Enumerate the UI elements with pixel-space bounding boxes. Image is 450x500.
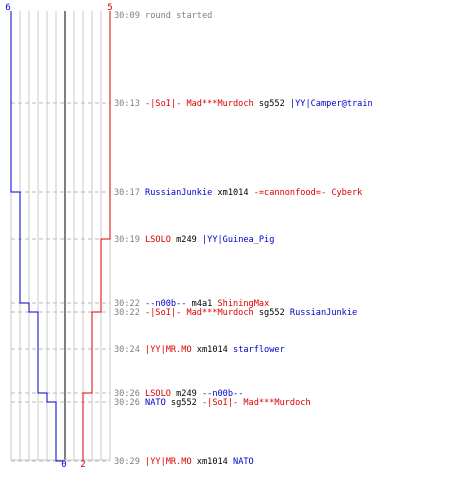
weapon-name: m4a1 bbox=[186, 299, 212, 309]
kill-feed-row: 30:22 --n00b-- m4a1 ShiningMax bbox=[114, 299, 269, 309]
red-count-start: 5 bbox=[107, 3, 112, 13]
weapon-name: xm1014 bbox=[192, 345, 228, 355]
killer-name: --n00b-- bbox=[140, 299, 187, 309]
blue-count-end: 0 bbox=[61, 460, 66, 470]
victim-name: ShiningMax bbox=[212, 299, 269, 309]
blue-count-start: 6 bbox=[5, 3, 10, 13]
event-time: 30:19 bbox=[114, 235, 140, 245]
victim-name: starflower bbox=[228, 345, 285, 355]
kill-feed-row: 30:19 LSOLO m249 |YY|Guinea_Pig bbox=[114, 235, 274, 245]
kill-feed-row: 30:09 round started bbox=[114, 11, 212, 21]
red-team-count-line bbox=[82, 11, 111, 461]
weapon-name: xm1014 bbox=[192, 457, 228, 467]
killer-name: LSOLO bbox=[140, 235, 171, 245]
event-time: 30:17 bbox=[114, 188, 140, 198]
kill-feed-row: 30:29 |YY|MR.MO xm1014 NATO bbox=[114, 457, 254, 467]
kill-feed-row: 30:26 NATO sg552 -|SoI|- Mad***Murdoch bbox=[114, 398, 311, 408]
kill-feed-row: 30:17 RussianJunkie xm1014 -=cannonfood=… bbox=[114, 188, 363, 198]
weapon-name: m249 bbox=[171, 389, 197, 399]
event-connectors bbox=[11, 102, 110, 462]
victim-name: -|SoI|- Mad***Murdoch bbox=[197, 398, 311, 408]
red-count-end: 2 bbox=[80, 460, 85, 470]
victim-name: NATO bbox=[228, 457, 254, 467]
kill-feed: 30:09 round started 30:13 -|SoI|- Mad***M… bbox=[114, 11, 373, 467]
kill-feed-row: 30:13 -|SoI|- Mad***Murdoch sg552 |YY|Ca… bbox=[114, 99, 373, 109]
team-count-lines bbox=[10, 11, 111, 462]
kill-feed-row: 30:26 LSOLO m249 --n00b-- bbox=[114, 389, 243, 399]
victim-name: -=cannonfood=- Cyberk bbox=[249, 188, 364, 198]
killer-name: |YY|MR.MO bbox=[140, 345, 192, 355]
event-time: 30:09 bbox=[114, 11, 140, 21]
victim-name: RussianJunkie bbox=[285, 308, 357, 318]
killer-name: |YY|MR.MO bbox=[140, 457, 192, 467]
weapon-name: m249 bbox=[171, 235, 197, 245]
victim-name: |YY|Camper@train bbox=[285, 99, 373, 109]
event-time: 30:24 bbox=[114, 345, 140, 355]
victim-name: --n00b-- bbox=[197, 389, 244, 399]
team-count-labels: 6 5 0 2 bbox=[5, 3, 112, 470]
victim-name: |YY|Guinea_Pig bbox=[197, 235, 275, 245]
blue-team-count-line bbox=[10, 11, 65, 462]
kill-feed-row: 30:22 -|SoI|- Mad***Murdoch sg552 Russia… bbox=[114, 308, 357, 318]
killer-name: -|SoI|- Mad***Murdoch bbox=[140, 99, 254, 109]
weapon-name: sg552 bbox=[166, 398, 197, 408]
event-time: 30:13 bbox=[114, 99, 140, 109]
killer-name: -|SoI|- Mad***Murdoch bbox=[140, 308, 254, 318]
kill-feed-row: 30:24 |YY|MR.MO xm1014 starflower bbox=[114, 345, 285, 355]
weapon-name: sg552 bbox=[254, 308, 285, 318]
event-time: 30:26 bbox=[114, 389, 140, 399]
event-time: 30:22 bbox=[114, 308, 140, 318]
killer-name: RussianJunkie bbox=[140, 188, 212, 198]
event-time: 30:26 bbox=[114, 398, 140, 408]
killer-name: NATO bbox=[140, 398, 166, 408]
event-text: round started bbox=[140, 11, 212, 21]
event-time: 30:29 bbox=[114, 457, 140, 467]
event-time: 30:22 bbox=[114, 299, 140, 309]
killer-name: LSOLO bbox=[140, 389, 171, 399]
weapon-name: sg552 bbox=[254, 99, 285, 109]
weapon-name: xm1014 bbox=[212, 188, 248, 198]
